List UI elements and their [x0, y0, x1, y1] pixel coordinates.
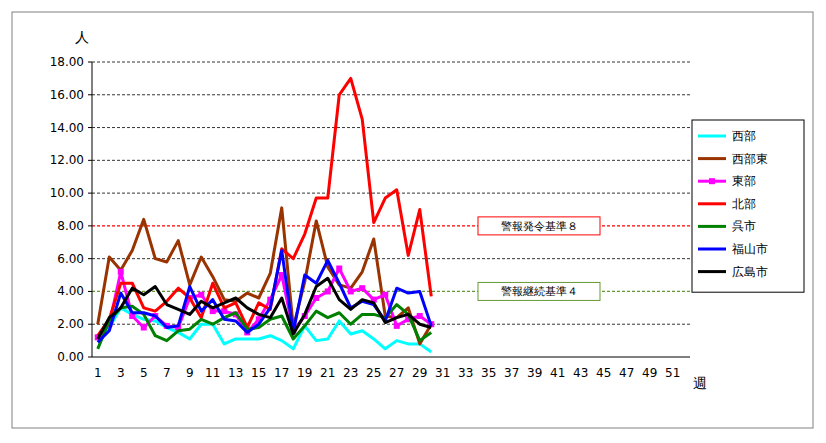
legend-box	[692, 120, 804, 292]
x-tick-label: 35	[481, 366, 496, 380]
series-line	[98, 250, 432, 342]
legend-marker	[709, 178, 715, 184]
y-tick-label: 8.00	[57, 219, 84, 233]
series-line	[98, 305, 432, 349]
legend-swatch	[698, 225, 726, 228]
x-tick-label: 37	[504, 366, 519, 380]
legend-swatch	[698, 202, 726, 205]
x-tick-label: 19	[297, 366, 312, 380]
x-tick-label: 45	[596, 366, 611, 380]
y-tick-label: 12.00	[50, 153, 84, 167]
x-tick-label: 13	[228, 366, 243, 380]
x-tick-label: 9	[186, 366, 194, 380]
series-line	[98, 278, 432, 339]
x-tick-label: 39	[527, 366, 542, 380]
x-tick-label: 15	[251, 366, 266, 380]
legend-swatch	[698, 135, 726, 138]
series-marker	[118, 269, 124, 275]
y-tick	[88, 160, 92, 161]
x-tick-label: 25	[366, 366, 381, 380]
legend-swatch	[698, 248, 726, 251]
legend-label: 広島市	[732, 265, 768, 279]
threshold-label: 警報発令基準８	[501, 220, 578, 233]
y-tick-label: 0.00	[57, 350, 84, 364]
grid-line	[92, 324, 690, 325]
y-tick	[88, 357, 92, 358]
grid-line	[92, 127, 690, 128]
series-marker	[198, 292, 204, 298]
y-tick	[88, 94, 92, 95]
x-tick-label: 5	[140, 366, 148, 380]
y-tick-label: 16.00	[50, 88, 84, 102]
y-tick	[88, 291, 92, 292]
y-tick-label: 18.00	[50, 55, 84, 69]
y-axis-label: 人	[75, 29, 89, 45]
y-tick	[88, 62, 92, 63]
x-tick-label: 27	[389, 366, 404, 380]
threshold-label: 警報継続基準４	[501, 285, 578, 298]
threshold-label-box	[478, 217, 600, 235]
series-marker	[382, 292, 388, 298]
x-tick-label: 7	[163, 366, 171, 380]
plot-marks	[95, 78, 435, 352]
y-tick	[88, 225, 92, 226]
x-tick-label: 23	[343, 366, 358, 380]
grid-line	[92, 62, 690, 63]
series-marker	[313, 295, 319, 301]
y-axis	[92, 62, 93, 357]
y-tick	[88, 324, 92, 325]
y-tick-label: 6.00	[57, 252, 84, 266]
y-tick	[88, 258, 92, 259]
legend-label: 西部東	[732, 152, 768, 166]
legend-swatch	[698, 157, 726, 160]
x-axis-label: 週	[693, 375, 707, 391]
series-marker	[348, 288, 354, 294]
x-tick-label: 31	[435, 366, 450, 380]
series-line	[98, 78, 432, 335]
series-marker	[359, 285, 365, 291]
legend-label: 東部	[732, 174, 756, 188]
y-tick	[88, 193, 92, 194]
x-tick-label: 17	[274, 366, 289, 380]
x-tick-label: 41	[550, 366, 565, 380]
y-tick-label: 10.00	[50, 186, 84, 200]
series-marker	[325, 288, 331, 294]
legend-label: 福山市	[732, 242, 768, 256]
legend-label: 西部	[732, 129, 756, 143]
legend-label: 呉市	[732, 219, 756, 233]
series-marker	[394, 323, 400, 329]
series-line	[98, 269, 432, 338]
x-tick-label: 21	[320, 366, 335, 380]
threshold-label-box	[478, 282, 600, 300]
chart-frame	[12, 12, 813, 428]
y-tick	[88, 127, 92, 128]
x-tick-label: 51	[665, 366, 680, 380]
x-tick-label: 43	[573, 366, 588, 380]
series-marker	[141, 325, 147, 331]
grid-line	[92, 94, 690, 95]
y-tick-label: 2.00	[57, 317, 84, 331]
x-tick-label: 1	[94, 366, 102, 380]
x-tick-label: 47	[619, 366, 634, 380]
x-axis	[92, 357, 690, 358]
y-tick-label: 14.00	[50, 121, 84, 135]
series-marker	[336, 266, 342, 272]
grid-line	[92, 160, 690, 161]
legend-swatch	[698, 270, 726, 273]
x-tick-label: 3	[117, 366, 125, 380]
y-tick-label: 4.00	[57, 284, 84, 298]
legend-label: 北部	[732, 197, 756, 211]
x-tick-label: 11	[205, 366, 220, 380]
x-tick-label: 49	[642, 366, 657, 380]
x-tick-label: 33	[458, 366, 473, 380]
series-marker	[417, 313, 423, 319]
x-tick-label: 29	[412, 366, 427, 380]
